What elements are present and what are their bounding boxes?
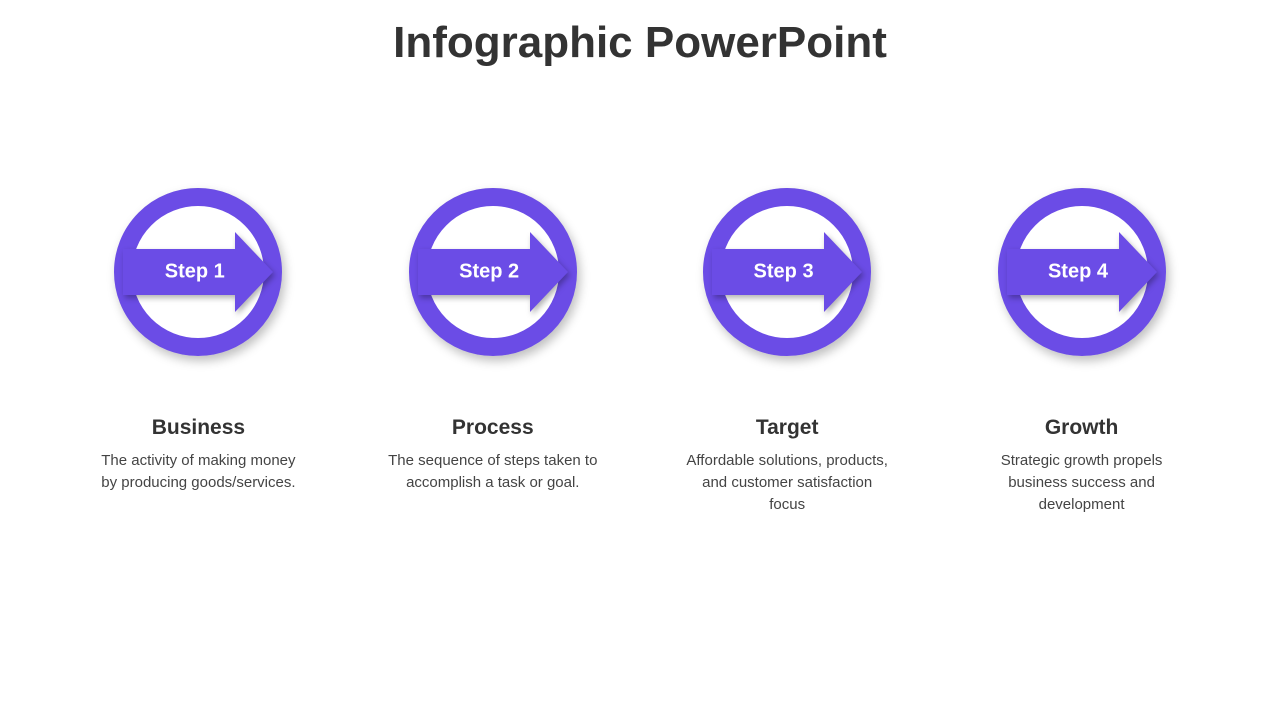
step-3-circle: Step 3 — [703, 188, 871, 356]
step-4-label: Step 4 — [1048, 261, 1108, 284]
step-1-circle: Step 1 — [114, 188, 282, 356]
step-3-heading: Target — [756, 416, 819, 440]
step-3: Step 3 Target Affordable solutions, prod… — [646, 188, 929, 515]
step-4: Step 4 Growth Strategic growth propels b… — [940, 188, 1223, 515]
steps-row: Step 1 Business The activity of making m… — [51, 188, 1229, 515]
step-4-desc: Strategic growth propels business succes… — [977, 450, 1187, 515]
step-3-desc: Affordable solutions, products, and cust… — [682, 450, 892, 515]
step-2-desc: The sequence of steps taken to accomplis… — [388, 450, 598, 494]
step-1-desc: The activity of making money by producin… — [93, 450, 303, 494]
step-4-circle: Step 4 — [998, 188, 1166, 356]
step-2: Step 2 Process The sequence of steps tak… — [351, 188, 634, 515]
step-2-circle: Step 2 — [409, 188, 577, 356]
slide-title: Infographic PowerPoint — [393, 18, 887, 68]
step-3-label: Step 3 — [754, 261, 814, 284]
slide: Infographic PowerPoint Step 1 Business T… — [0, 0, 1280, 720]
step-2-label: Step 2 — [459, 261, 519, 284]
step-1-label: Step 1 — [165, 261, 225, 284]
step-1: Step 1 Business The activity of making m… — [57, 188, 340, 515]
step-1-heading: Business — [152, 416, 245, 440]
step-4-heading: Growth — [1045, 416, 1119, 440]
step-2-heading: Process — [452, 416, 534, 440]
